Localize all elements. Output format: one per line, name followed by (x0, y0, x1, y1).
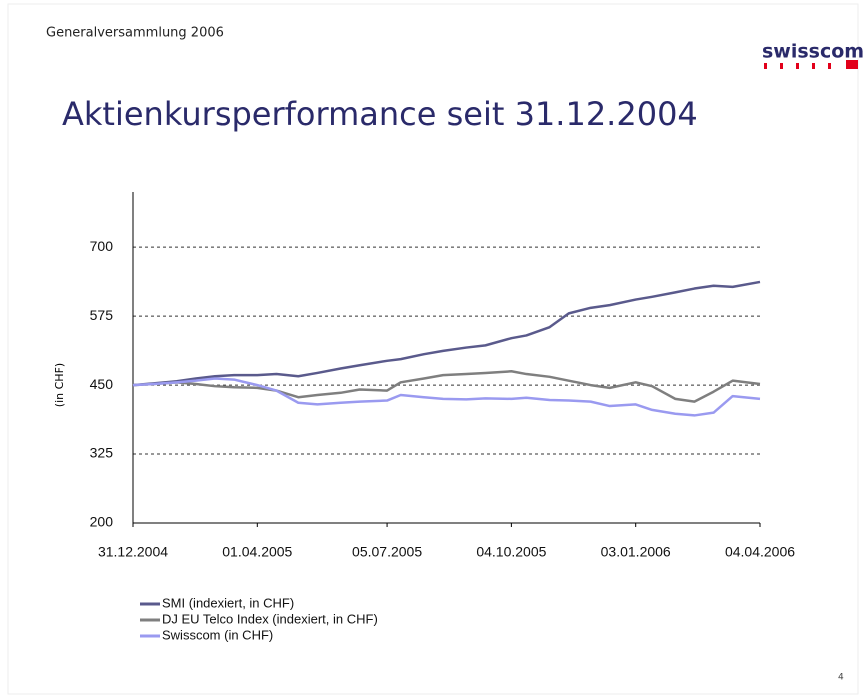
series-line (132, 370, 761, 403)
x-tick-label: 31.12.2004 (98, 544, 168, 560)
x-tick-label: 03.01.2006 (601, 544, 671, 560)
series-line (132, 377, 761, 417)
y-tick-label: 325 (90, 445, 114, 461)
y-axis-label: (in CHF) (53, 363, 66, 407)
legend-label: SMI (indexiert, in CHF) (162, 595, 294, 610)
logo: swisscom (762, 41, 864, 63)
y-tick-label: 700 (90, 238, 114, 254)
legend-label: Swisscom (in CHF) (162, 627, 273, 642)
x-tick-label: 04.10.2005 (476, 544, 546, 560)
x-tick-label: 01.04.2005 (222, 544, 292, 560)
logo-marks (764, 60, 858, 69)
series-line (132, 280, 761, 387)
legend-label: DJ EU Telco Index (indexiert, in CHF) (162, 611, 378, 626)
y-tick-label: 575 (90, 307, 114, 323)
header: Generalversammlung 2006 (46, 26, 224, 41)
y-tick-label: 450 (90, 376, 114, 392)
x-tick-label: 04.04.2006 (725, 544, 795, 560)
chart-title: Aktienkursperformance seit 31.12.2004 (62, 95, 698, 133)
x-tick-label: 05.07.2005 (352, 544, 422, 560)
page-number: 4 (838, 673, 844, 683)
y-tick-label: 200 (90, 514, 114, 530)
slide-border (7, 3, 859, 695)
